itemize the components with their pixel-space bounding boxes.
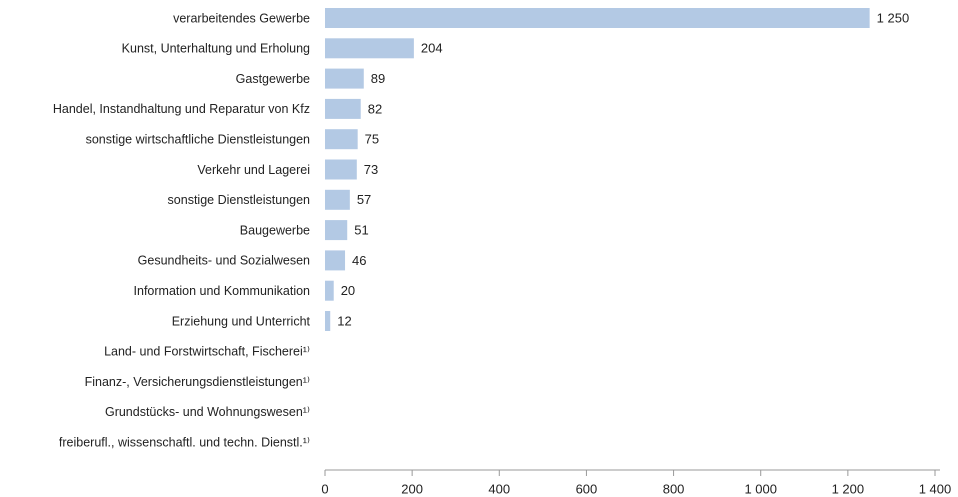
category-label: freiberufl., wissenschaftl. und techn. D… bbox=[59, 435, 310, 449]
value-label: 75 bbox=[365, 132, 379, 147]
category-label: Kunst, Unterhaltung und Erholung bbox=[122, 42, 310, 56]
bar bbox=[325, 280, 334, 301]
bar bbox=[325, 159, 357, 180]
category-label: Finanz-, Versicherungsdienstleistungen¹⁾ bbox=[85, 375, 310, 389]
bar bbox=[325, 189, 350, 210]
category-label: sonstige Dienstleistungen bbox=[168, 193, 310, 207]
value-label: 57 bbox=[357, 192, 371, 207]
x-tick-label: 800 bbox=[663, 481, 685, 496]
bar bbox=[325, 220, 348, 241]
x-tick-label: 400 bbox=[488, 481, 510, 496]
category-label: Gesundheits- und Sozialwesen bbox=[138, 254, 310, 268]
category-label: Gastgewerbe bbox=[236, 72, 310, 86]
value-label: 82 bbox=[368, 101, 382, 116]
category-label: sonstige wirtschaftliche Dienstleistunge… bbox=[86, 132, 310, 146]
bar bbox=[325, 98, 361, 119]
value-label: 46 bbox=[352, 253, 366, 268]
x-tick-label: 200 bbox=[401, 481, 423, 496]
value-label: 204 bbox=[421, 41, 443, 56]
category-label: Verkehr und Lagerei bbox=[197, 163, 310, 177]
category-label: Grundstücks- und Wohnungswesen¹⁾ bbox=[105, 405, 310, 419]
bar bbox=[325, 311, 331, 331]
value-label: 1 250 bbox=[877, 10, 910, 25]
x-tick-label: 1 200 bbox=[832, 481, 865, 496]
value-label: 51 bbox=[354, 223, 368, 238]
category-label: verarbeitendes Gewerbe bbox=[173, 11, 310, 25]
category-label: Land- und Forstwirtschaft, Fischerei¹⁾ bbox=[104, 345, 310, 359]
category-label: Information und Kommunikation bbox=[134, 284, 311, 298]
bar bbox=[325, 129, 358, 150]
bar bbox=[325, 68, 364, 89]
x-tick-label: 1 400 bbox=[919, 481, 952, 496]
bar bbox=[325, 8, 870, 28]
value-label: 20 bbox=[341, 283, 355, 298]
value-label: 12 bbox=[337, 313, 351, 328]
bar bbox=[325, 250, 346, 271]
value-label: 73 bbox=[364, 162, 378, 177]
x-tick-label: 600 bbox=[576, 481, 598, 496]
x-tick-label: 1 000 bbox=[744, 481, 777, 496]
category-label: Baugewerbe bbox=[240, 223, 310, 237]
value-label: 89 bbox=[371, 71, 385, 86]
category-label: Handel, Instandhaltung und Reparatur von… bbox=[53, 102, 310, 116]
category-label: Erziehung und Unterricht bbox=[172, 314, 311, 328]
bar bbox=[325, 38, 414, 59]
x-tick-label: 0 bbox=[321, 481, 328, 496]
